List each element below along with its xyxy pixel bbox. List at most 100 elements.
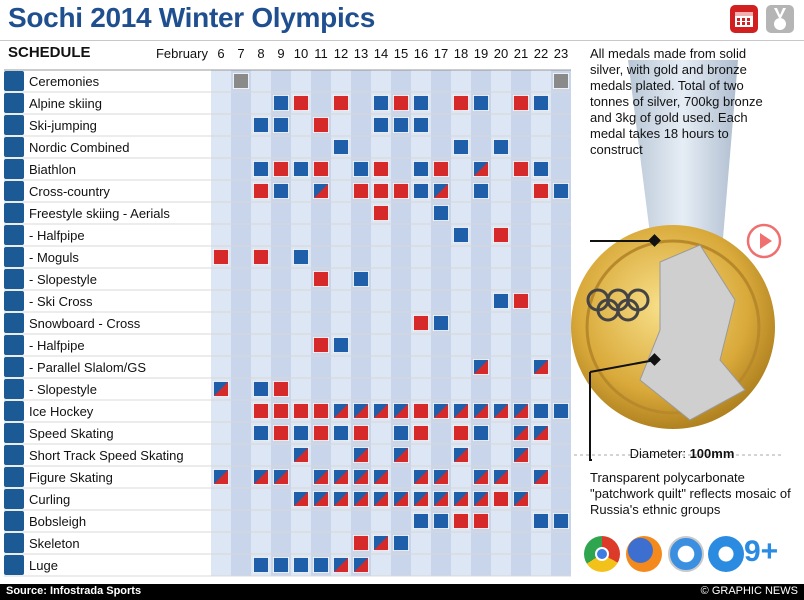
event-marker[interactable] <box>453 95 469 111</box>
event-marker[interactable] <box>433 161 449 177</box>
event-marker[interactable] <box>373 469 389 485</box>
event-marker[interactable] <box>533 95 549 111</box>
event-marker[interactable] <box>373 535 389 551</box>
event-marker[interactable] <box>253 381 269 397</box>
event-marker[interactable] <box>353 271 369 287</box>
event-marker[interactable] <box>413 117 429 133</box>
event-marker[interactable] <box>473 469 489 485</box>
event-marker[interactable] <box>293 403 309 419</box>
event-marker[interactable] <box>553 403 569 419</box>
event-marker[interactable] <box>473 403 489 419</box>
event-marker[interactable] <box>253 249 269 265</box>
event-marker[interactable] <box>313 337 329 353</box>
event-marker[interactable] <box>313 469 329 485</box>
event-marker[interactable] <box>493 469 509 485</box>
event-marker[interactable] <box>353 161 369 177</box>
event-marker[interactable] <box>433 469 449 485</box>
event-marker[interactable] <box>313 117 329 133</box>
event-marker[interactable] <box>353 535 369 551</box>
event-marker[interactable] <box>413 513 429 529</box>
event-marker[interactable] <box>273 117 289 133</box>
event-marker[interactable] <box>333 425 349 441</box>
event-marker[interactable] <box>453 227 469 243</box>
event-marker[interactable] <box>293 491 309 507</box>
event-marker[interactable] <box>393 491 409 507</box>
event-marker[interactable] <box>473 95 489 111</box>
event-marker[interactable] <box>453 139 469 155</box>
event-marker[interactable] <box>333 469 349 485</box>
event-marker[interactable] <box>413 491 429 507</box>
event-marker[interactable] <box>533 161 549 177</box>
event-marker[interactable] <box>313 403 329 419</box>
event-marker[interactable] <box>473 425 489 441</box>
event-marker[interactable] <box>273 403 289 419</box>
event-marker[interactable] <box>513 447 529 463</box>
event-marker[interactable] <box>313 161 329 177</box>
event-marker[interactable] <box>393 425 409 441</box>
event-marker[interactable] <box>453 513 469 529</box>
event-marker[interactable] <box>533 513 549 529</box>
event-marker[interactable] <box>493 227 509 243</box>
event-marker[interactable] <box>413 469 429 485</box>
event-marker[interactable] <box>253 403 269 419</box>
event-marker[interactable] <box>373 183 389 199</box>
event-marker[interactable] <box>293 425 309 441</box>
event-marker[interactable] <box>213 381 229 397</box>
event-marker[interactable] <box>373 117 389 133</box>
event-marker[interactable] <box>273 95 289 111</box>
event-marker[interactable] <box>493 403 509 419</box>
event-marker[interactable] <box>373 205 389 221</box>
event-marker[interactable] <box>293 161 309 177</box>
event-marker[interactable] <box>553 73 569 89</box>
event-marker[interactable] <box>533 359 549 375</box>
event-marker[interactable] <box>473 513 489 529</box>
event-marker[interactable] <box>313 425 329 441</box>
event-marker[interactable] <box>273 183 289 199</box>
event-marker[interactable] <box>473 161 489 177</box>
event-marker[interactable] <box>313 491 329 507</box>
event-marker[interactable] <box>293 249 309 265</box>
event-marker[interactable] <box>253 469 269 485</box>
event-marker[interactable] <box>273 381 289 397</box>
event-marker[interactable] <box>433 183 449 199</box>
event-marker[interactable] <box>413 161 429 177</box>
event-marker[interactable] <box>373 403 389 419</box>
event-marker[interactable] <box>533 183 549 199</box>
event-marker[interactable] <box>353 447 369 463</box>
event-marker[interactable] <box>293 447 309 463</box>
event-marker[interactable] <box>513 403 529 419</box>
event-marker[interactable] <box>513 491 529 507</box>
event-marker[interactable] <box>353 183 369 199</box>
event-marker[interactable] <box>433 205 449 221</box>
event-marker[interactable] <box>253 183 269 199</box>
event-marker[interactable] <box>513 425 529 441</box>
event-marker[interactable] <box>453 425 469 441</box>
event-marker[interactable] <box>213 469 229 485</box>
event-marker[interactable] <box>393 447 409 463</box>
event-marker[interactable] <box>513 293 529 309</box>
event-marker[interactable] <box>373 95 389 111</box>
medal-icon[interactable] <box>766 5 794 33</box>
event-marker[interactable] <box>313 557 329 573</box>
event-marker[interactable] <box>533 469 549 485</box>
event-marker[interactable] <box>353 469 369 485</box>
event-marker[interactable] <box>433 315 449 331</box>
event-marker[interactable] <box>273 469 289 485</box>
event-marker[interactable] <box>493 139 509 155</box>
event-marker[interactable] <box>353 491 369 507</box>
event-marker[interactable] <box>253 117 269 133</box>
event-marker[interactable] <box>553 183 569 199</box>
event-marker[interactable] <box>493 491 509 507</box>
event-marker[interactable] <box>273 425 289 441</box>
event-marker[interactable] <box>373 161 389 177</box>
calendar-icon[interactable] <box>730 5 758 33</box>
event-marker[interactable] <box>393 117 409 133</box>
event-marker[interactable] <box>273 557 289 573</box>
event-marker[interactable] <box>453 447 469 463</box>
event-marker[interactable] <box>453 491 469 507</box>
event-marker[interactable] <box>473 183 489 199</box>
event-marker[interactable] <box>253 161 269 177</box>
event-marker[interactable] <box>253 425 269 441</box>
event-marker[interactable] <box>413 95 429 111</box>
event-marker[interactable] <box>393 95 409 111</box>
